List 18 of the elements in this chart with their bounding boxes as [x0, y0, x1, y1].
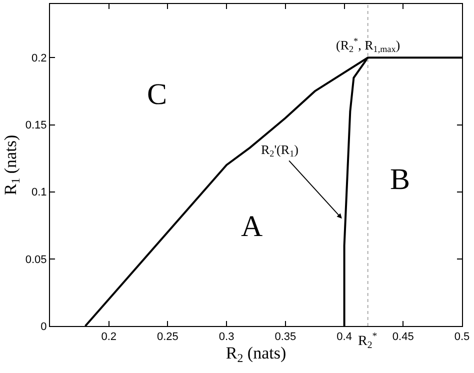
x-tick-label: 0.25	[157, 331, 178, 344]
x-tick-label: 0.4	[336, 331, 352, 344]
x-tick-label: 0.2	[101, 331, 117, 344]
annotation: (R$_{2}$$^{*}$, R$_{1,max}$)	[336, 36, 400, 54]
annotation: C	[147, 78, 168, 111]
annotation: A	[241, 210, 263, 243]
y-tick-label: 0.2	[32, 52, 47, 65]
x-tick-label: 0.35	[274, 331, 296, 344]
x-tick-label: 0.3	[218, 331, 234, 344]
x-axis-title: R$_{2}$ (nats)	[226, 344, 286, 366]
y-tick-label: 0.15	[25, 120, 47, 132]
annotation: B	[390, 163, 410, 196]
y-tick-label: 0.05	[25, 254, 47, 266]
x-tick-label: 0.45	[392, 331, 414, 344]
y-tick-label: 0.1	[32, 186, 47, 199]
y-tick-label: 0	[40, 320, 47, 333]
annotation: R$_{2}$'(R$_{1}$)	[261, 142, 298, 159]
x-tick-label: 0.5	[454, 331, 470, 344]
